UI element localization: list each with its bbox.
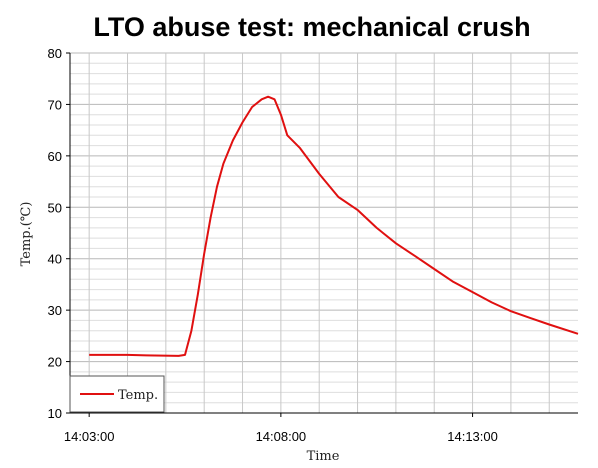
y-tick-label: 40 (48, 252, 62, 267)
x-tick-label: 14:03:00 (64, 429, 115, 444)
x-axis-ticks: 14:03:00 14:08:00 14:13:00 (64, 413, 498, 444)
x-tick-label: 14:08:00 (256, 429, 307, 444)
x-axis-label: Time (307, 449, 340, 464)
y-tick-label: 10 (48, 406, 62, 421)
y-axis-ticks: 10 20 30 40 50 60 70 80 (48, 46, 70, 421)
y-tick-label: 60 (48, 149, 62, 164)
y-tick-label: 70 (48, 97, 62, 112)
series-group (89, 95, 579, 357)
legend-label: Temp. (118, 388, 158, 403)
axes (69, 53, 578, 414)
legend: Temp. (69, 375, 165, 413)
y-axis-label: Temp.(℃) (19, 202, 34, 267)
series-line-temp (89, 95, 579, 357)
chart-title: LTO abuse test: mechanical crush (93, 12, 530, 42)
y-tick-label: 20 (48, 355, 62, 370)
y-tick-label: 50 (48, 200, 62, 215)
y-tick-label: 30 (48, 303, 62, 318)
x-tick-label: 14:13:00 (447, 429, 498, 444)
y-tick-label: 80 (48, 46, 62, 61)
